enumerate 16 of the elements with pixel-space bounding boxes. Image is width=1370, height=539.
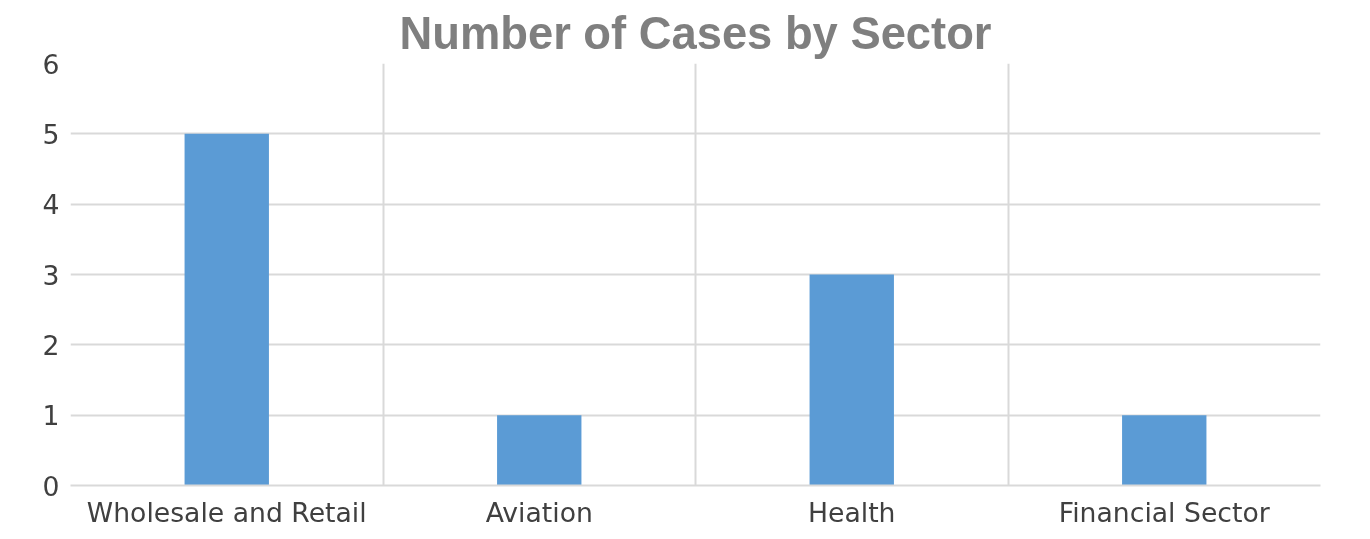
x-tick-label: Aviation <box>485 496 593 528</box>
bar <box>809 274 894 486</box>
bar <box>1122 415 1207 486</box>
y-tick-label: 5 <box>42 118 60 150</box>
bar <box>497 415 582 486</box>
y-tick-label: 0 <box>42 470 60 502</box>
y-tick-label: 3 <box>42 259 60 291</box>
x-tick-label: Wholesale and Retail <box>86 496 367 528</box>
bar <box>184 133 269 486</box>
x-tick-label: Health <box>807 496 896 528</box>
x-tick-label: Financial Sector <box>1058 496 1270 528</box>
y-tick-label: 6 <box>42 48 60 80</box>
y-tick-label: 1 <box>42 400 60 432</box>
y-tick-label: 2 <box>42 329 60 361</box>
y-tick-label: 4 <box>42 189 60 221</box>
chart-title: Number of Cases by Sector <box>399 7 992 59</box>
